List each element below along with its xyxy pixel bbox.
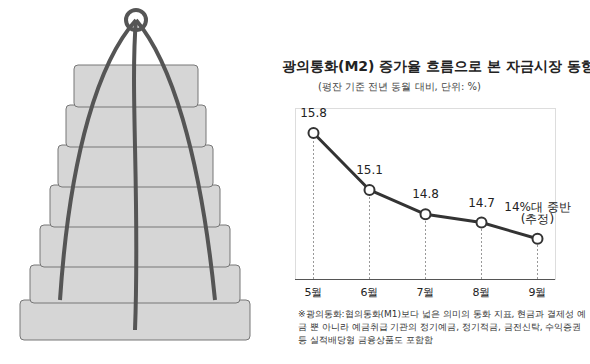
svg-text:8월: 8월	[473, 286, 491, 299]
svg-text:14.7: 14.7	[468, 196, 495, 210]
svg-text:15.8: 15.8	[300, 106, 327, 120]
svg-text:9월: 9월	[529, 286, 547, 299]
svg-text:14.8: 14.8	[412, 187, 439, 201]
svg-text:6월: 6월	[361, 286, 379, 299]
svg-text:5월: 5월	[305, 286, 323, 299]
html-text:※광의통화:협의통화(M1)보다 넓은 의미의 통화 지표,: ※광의통화:협의통화(M1)보다 넓은 의미의 통화 지표, 현금과 결제성 예…	[298, 309, 586, 345]
html-text:(평잔 기준 전년 동월 대비, 단위: %): (평잔 기준 전년 동월 대비, 단위: %)	[318, 81, 481, 92]
svg-text:14%대 중반(추정): 14%대 중반(추정)	[504, 200, 571, 226]
svg-text:7월: 7월	[417, 286, 435, 299]
svg-text:15.1: 15.1	[356, 163, 383, 177]
